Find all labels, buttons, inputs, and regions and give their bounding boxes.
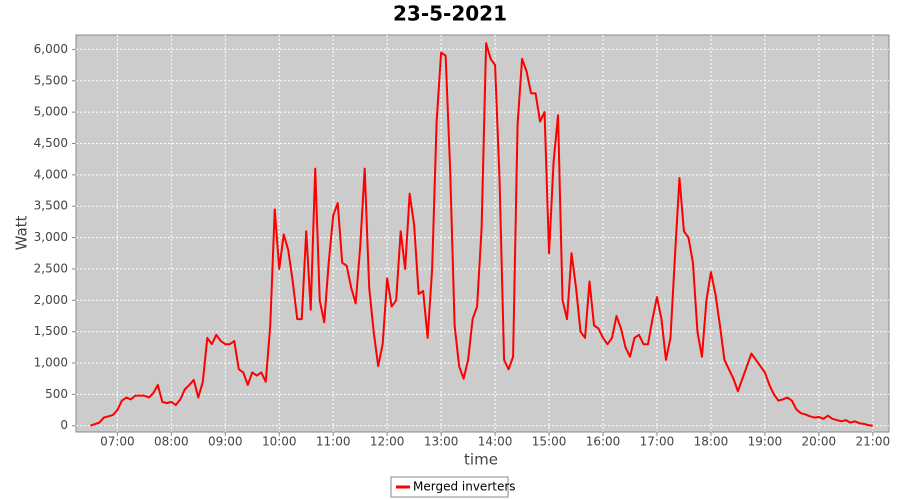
- legend-label: Merged inverters: [413, 480, 516, 494]
- y-tick-label: 6,000: [34, 42, 68, 56]
- y-tick-label: 3,000: [34, 230, 68, 244]
- y-tick-label: 1,000: [34, 356, 68, 370]
- y-tick-label: 4,000: [34, 167, 68, 181]
- x-tick-label: 13:00: [424, 435, 459, 449]
- y-tick-label: 4,500: [34, 136, 68, 150]
- x-tick-label: 10:00: [262, 435, 297, 449]
- x-tick-label: 07:00: [100, 435, 135, 449]
- chart-title: 23-5-2021: [393, 2, 507, 26]
- x-tick-label: 08:00: [154, 435, 189, 449]
- y-tick-label: 3,500: [34, 199, 68, 213]
- y-tick-label: 2,000: [34, 293, 68, 307]
- x-tick-label: 12:00: [370, 435, 405, 449]
- y-tick-label: 500: [45, 387, 68, 401]
- y-tick-label: 5,500: [34, 73, 68, 87]
- x-axis-label: time: [464, 451, 498, 469]
- y-axis-label: Watt: [13, 215, 31, 250]
- x-tick-label: 19:00: [748, 435, 783, 449]
- y-tick-label: 0: [60, 418, 68, 432]
- plot-area: [75, 34, 890, 433]
- x-tick-label: 20:00: [802, 435, 837, 449]
- legend-box: [390, 476, 509, 498]
- x-tick-label: 11:00: [316, 435, 351, 449]
- y-tick-label: 1,500: [34, 324, 68, 338]
- x-tick-label: 18:00: [694, 435, 729, 449]
- y-tick-label: 5,000: [34, 105, 68, 119]
- x-tick-label: 21:00: [856, 435, 891, 449]
- y-tick-label: 2,500: [34, 261, 68, 275]
- x-tick-label: 17:00: [640, 435, 675, 449]
- x-tick-label: 16:00: [586, 435, 621, 449]
- x-tick-label: 09:00: [208, 435, 243, 449]
- x-tick-label: 14:00: [478, 435, 513, 449]
- series-line: [90, 42, 873, 427]
- x-tick-label: 15:00: [532, 435, 567, 449]
